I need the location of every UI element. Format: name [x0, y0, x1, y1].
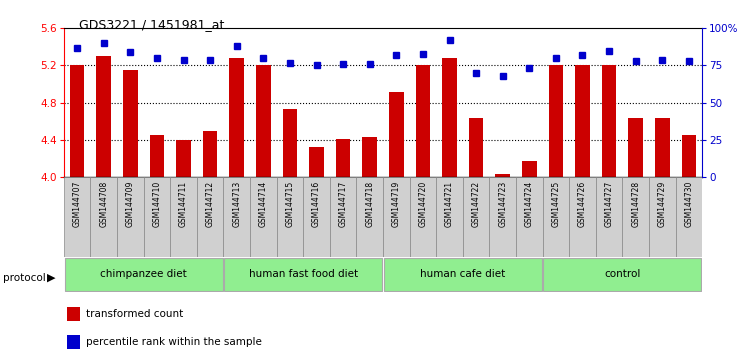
Text: GSM144722: GSM144722: [472, 181, 481, 227]
Bar: [170, 177, 197, 257]
Bar: [336, 139, 351, 177]
Text: GSM144721: GSM144721: [445, 181, 454, 227]
Text: GSM144708: GSM144708: [99, 181, 108, 227]
Bar: [384, 258, 541, 291]
Bar: [90, 177, 117, 257]
Text: GDS3221 / 1451981_at: GDS3221 / 1451981_at: [79, 18, 225, 31]
Bar: [463, 177, 490, 257]
Bar: [682, 135, 696, 177]
Bar: [117, 177, 143, 257]
Bar: [409, 177, 436, 257]
Bar: [123, 70, 137, 177]
Bar: [649, 177, 676, 257]
Text: GSM144716: GSM144716: [312, 181, 321, 227]
Bar: [282, 109, 297, 177]
Text: GSM144710: GSM144710: [152, 181, 161, 227]
Bar: [176, 140, 191, 177]
Text: GSM144723: GSM144723: [498, 181, 507, 227]
Bar: [309, 147, 324, 177]
Text: GSM144714: GSM144714: [259, 181, 268, 227]
Bar: [65, 258, 222, 291]
Bar: [490, 177, 516, 257]
Bar: [436, 177, 463, 257]
Text: GSM144717: GSM144717: [339, 181, 348, 227]
Bar: [149, 135, 164, 177]
Bar: [389, 92, 403, 177]
Text: percentile rank within the sample: percentile rank within the sample: [86, 337, 262, 347]
Bar: [415, 65, 430, 177]
Bar: [64, 177, 90, 257]
Bar: [516, 177, 543, 257]
Bar: [143, 177, 170, 257]
Bar: [224, 177, 250, 257]
Text: GSM144728: GSM144728: [631, 181, 640, 227]
Text: transformed count: transformed count: [86, 309, 183, 319]
Text: human fast food diet: human fast food diet: [249, 269, 357, 279]
Text: GSM144724: GSM144724: [525, 181, 534, 227]
Bar: [67, 335, 80, 348]
Bar: [569, 177, 596, 257]
Text: GSM144718: GSM144718: [365, 181, 374, 227]
Bar: [544, 258, 701, 291]
Bar: [250, 177, 276, 257]
Bar: [256, 65, 270, 177]
Bar: [522, 161, 537, 177]
Bar: [655, 119, 670, 177]
Text: GSM144713: GSM144713: [232, 181, 241, 227]
Bar: [596, 177, 623, 257]
Bar: [496, 174, 510, 177]
Bar: [357, 177, 383, 257]
Bar: [623, 177, 649, 257]
Text: GSM144719: GSM144719: [392, 181, 401, 227]
Text: ▶: ▶: [47, 273, 56, 283]
Text: GSM144712: GSM144712: [206, 181, 215, 227]
Bar: [96, 56, 111, 177]
Text: GSM144729: GSM144729: [658, 181, 667, 227]
Bar: [548, 65, 563, 177]
Text: GSM144707: GSM144707: [73, 181, 82, 227]
Bar: [383, 177, 409, 257]
Text: protocol: protocol: [3, 273, 46, 283]
Bar: [225, 258, 382, 291]
Text: GSM144711: GSM144711: [179, 181, 188, 227]
Bar: [602, 65, 617, 177]
Text: GSM144709: GSM144709: [126, 181, 135, 227]
Text: human cafe diet: human cafe diet: [420, 269, 505, 279]
Bar: [676, 177, 702, 257]
Bar: [629, 119, 643, 177]
Text: GSM144715: GSM144715: [285, 181, 294, 227]
Text: GSM144727: GSM144727: [605, 181, 614, 227]
Text: chimpanzee diet: chimpanzee diet: [100, 269, 187, 279]
Bar: [197, 177, 224, 257]
Text: GSM144730: GSM144730: [684, 181, 693, 227]
Text: control: control: [605, 269, 641, 279]
Bar: [229, 58, 244, 177]
Bar: [575, 65, 590, 177]
Bar: [442, 58, 457, 177]
Bar: [70, 65, 84, 177]
Bar: [303, 177, 330, 257]
Bar: [276, 177, 303, 257]
Bar: [67, 307, 80, 321]
Bar: [543, 177, 569, 257]
Bar: [330, 177, 357, 257]
Text: GSM144725: GSM144725: [551, 181, 560, 227]
Text: GSM144720: GSM144720: [418, 181, 427, 227]
Bar: [363, 137, 377, 177]
Text: GSM144726: GSM144726: [578, 181, 587, 227]
Bar: [203, 131, 218, 177]
Bar: [469, 119, 484, 177]
